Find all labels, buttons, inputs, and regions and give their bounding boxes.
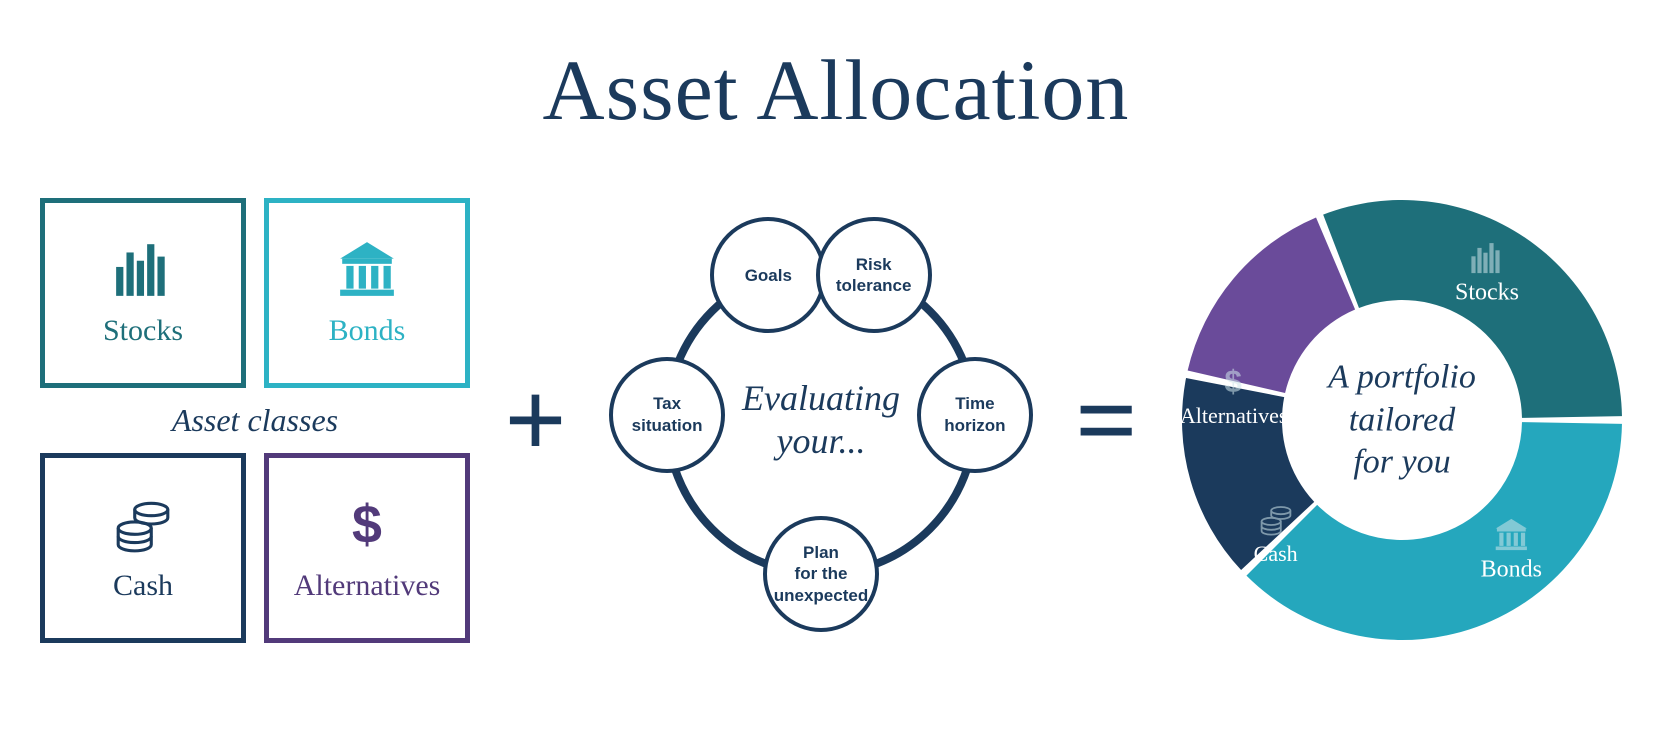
donut-label-cash: Cash — [1254, 501, 1298, 567]
svg-text:$: $ — [352, 494, 382, 554]
donut-label-alternatives: $ Alternatives — [1180, 363, 1288, 429]
dollar-icon: $ — [1216, 363, 1252, 399]
coins-icon — [112, 493, 174, 555]
bars-icon — [112, 238, 174, 300]
donut-center-line2: tailored — [1349, 401, 1455, 438]
coins-icon — [1258, 501, 1294, 537]
asset-label-cash: Cash — [113, 569, 173, 603]
evaluation-center-text: Evaluating your... — [742, 377, 900, 463]
evaluation-block: Evaluating your... GoalsRisktolerance Tim… — [601, 200, 1041, 640]
asset-label-stocks: Stocks — [103, 314, 183, 348]
bank-icon — [1493, 517, 1529, 553]
asset-cell-stocks: Stocks — [40, 198, 246, 388]
asset-label-alternatives: Alternatives — [294, 569, 441, 603]
donut-center-text: A portfolio tailored for you — [1328, 356, 1476, 484]
donut-label-text-cash: Cash — [1254, 541, 1298, 567]
donut-center-line3: for you — [1353, 443, 1450, 480]
donut-label-text-alternatives: Alternatives — [1180, 403, 1288, 429]
asset-cell-bonds: Bonds — [264, 198, 470, 388]
donut-label-text-bonds: Bonds — [1481, 557, 1542, 584]
eval-bubble-3: Planfor theunexpected — [763, 516, 879, 632]
eval-bubble-4: Taxsituation — [609, 357, 725, 473]
dollar-icon: $ — [336, 493, 398, 555]
asset-classes-caption: Asset classes — [40, 402, 470, 439]
donut-block: A portfolio tailored for you Stocks Bond… — [1172, 190, 1632, 650]
equals-operator: = — [1065, 365, 1148, 475]
donut-label-bonds: Bonds — [1481, 517, 1542, 584]
asset-cell-cash: Cash — [40, 453, 246, 643]
eval-bubble-2: Timehorizon — [917, 357, 1033, 473]
asset-label-bonds: Bonds — [329, 314, 406, 348]
eval-center-line1: Evaluating — [742, 378, 900, 418]
page-title: Asset Allocation — [0, 0, 1672, 140]
asset-classes-block: Stocks Bonds Asset classes Cash $ Altern… — [40, 198, 470, 643]
svg-text:$: $ — [1225, 364, 1242, 399]
donut-label-text-stocks: Stocks — [1455, 279, 1519, 306]
donut-label-stocks: Stocks — [1455, 239, 1519, 306]
bank-icon — [336, 238, 398, 300]
donut-center-line1: A portfolio — [1328, 358, 1476, 395]
eval-center-line2: your... — [776, 421, 865, 461]
eval-bubble-1: Risktolerance — [816, 217, 932, 333]
bars-icon — [1469, 239, 1505, 275]
eval-bubble-0: Goals — [710, 217, 826, 333]
plus-operator: + — [494, 365, 577, 475]
main-row: Stocks Bonds Asset classes Cash $ Altern… — [0, 140, 1672, 650]
asset-cell-alternatives: $ Alternatives — [264, 453, 470, 643]
